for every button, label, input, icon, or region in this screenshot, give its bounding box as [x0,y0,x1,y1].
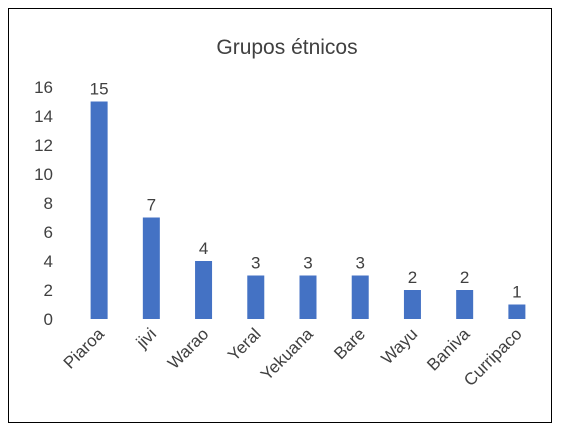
data-label: 3 [303,254,312,273]
y-tick-label: 2 [44,281,53,300]
data-label: 3 [355,254,364,273]
bar-curripaco [508,304,526,319]
bar-yeral [247,275,265,319]
y-tick-label: 6 [44,223,53,242]
chart-title: Grupos étnicos [216,36,357,59]
data-label: 15 [90,80,109,99]
x-tick-label: jivi [132,324,160,352]
bar-piaroa [90,101,108,319]
y-tick-label: 10 [34,165,53,184]
data-label: 4 [199,239,208,258]
data-label: 3 [251,254,260,273]
y-tick-label: 12 [34,136,53,155]
x-tick-label: Wayu [378,324,422,368]
bar-jivi [142,217,160,319]
y-tick-label: 16 [34,78,53,97]
y-tick-label: 4 [44,252,53,271]
bar-warao [195,261,213,319]
y-axis: 0 2 4 6 8 10 12 14 16 [34,78,53,329]
y-tick-label: 14 [34,107,53,126]
bar-yekuana [299,275,317,319]
data-label: 1 [512,283,521,302]
x-tick-label: Yeral [224,324,264,364]
bars [90,101,526,319]
x-tick-label: Warao [164,324,212,372]
x-tick-label: Piaroa [60,324,109,373]
x-tick-label: Bare [330,324,369,363]
bar-bare [351,275,369,319]
bar-wayu [403,290,421,319]
x-tick-label: Curripaco [460,324,526,390]
y-tick-label: 0 [44,310,53,329]
data-label: 2 [460,268,469,287]
data-label: 7 [147,196,156,215]
x-tick-label: Yekuana [257,324,317,384]
data-labels: 15 7 4 3 3 3 2 2 1 [90,80,522,302]
x-tick-label: Baniva [423,324,474,375]
y-tick-label: 8 [44,194,53,213]
bar-baniva [456,290,474,319]
data-label: 2 [408,268,417,287]
